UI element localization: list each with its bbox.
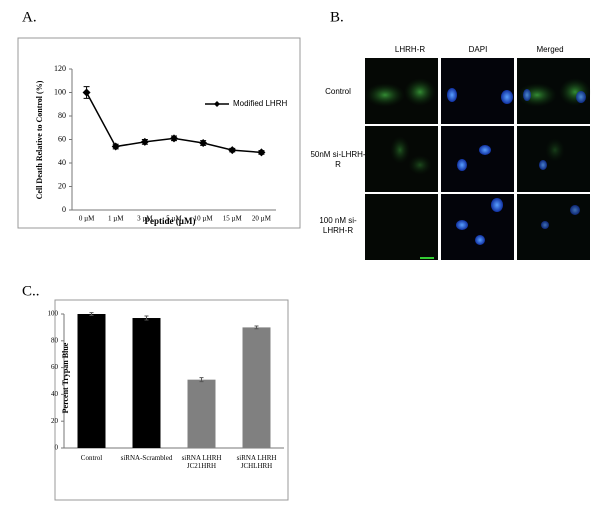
bar <box>242 327 271 448</box>
panel-label: B. <box>330 9 344 25</box>
column-header: DAPI <box>469 45 488 54</box>
y-tick-label: 100 <box>48 310 59 318</box>
bar <box>187 379 216 448</box>
data-point <box>199 139 208 148</box>
y-tick-label: 40 <box>58 158 66 167</box>
data-point <box>228 146 237 155</box>
legend-label: Modified LHRH <box>233 99 287 108</box>
x-tick-label: 20 µM <box>252 215 272 223</box>
error-bar <box>199 377 204 383</box>
x-tick-label: 1 µM <box>108 215 124 223</box>
row-label: Control <box>325 87 351 96</box>
x-tick-label: 3 µM <box>137 215 153 223</box>
panel-label: C.. <box>22 283 40 299</box>
x-tick-label: siRNA-Scrambled <box>120 454 173 462</box>
error-bar <box>144 315 149 321</box>
row-label: 50nM si-LHRH-R <box>310 150 366 169</box>
y-tick-label: 40 <box>51 390 59 398</box>
data-point <box>170 134 178 143</box>
y-tick-label: 80 <box>58 111 66 120</box>
y-tick-label: 20 <box>58 181 66 190</box>
chart-frame <box>54 299 289 501</box>
x-tick-label: 5 µM <box>166 215 182 223</box>
data-point <box>140 137 149 146</box>
x-tick-label: siRNA LHRH JCHLHRH <box>236 454 277 470</box>
column-header: Merged <box>536 45 563 54</box>
y-tick-label: 20 <box>51 417 59 425</box>
micrograph-grid <box>365 58 591 260</box>
y-tick-label: 100 <box>54 87 66 96</box>
x-tick-label: siRNA LHRH JC21HRH <box>181 454 222 470</box>
y-tick-label: 60 <box>51 363 59 371</box>
y-axis-label: Cell Death Relative to Control (%) <box>35 80 44 199</box>
x-tick-label: 0 µM <box>79 215 95 223</box>
data-point <box>111 142 120 151</box>
x-tick-label: Control <box>80 454 103 462</box>
chart-frame <box>17 37 301 229</box>
y-tick-label: 120 <box>54 64 66 73</box>
data-point <box>82 88 91 97</box>
legend-marker <box>214 101 220 107</box>
y-tick-label: 80 <box>51 336 59 344</box>
column-header: LHRH-R <box>395 45 425 54</box>
y-tick-label: 60 <box>58 134 66 143</box>
x-tick-label: 10 µM <box>194 215 214 223</box>
y-tick-label: 0 <box>62 205 66 214</box>
row-label: 100 nM si-LHRH-R <box>319 216 357 235</box>
y-tick-label: 0 <box>55 444 59 452</box>
error-bar <box>254 325 259 330</box>
x-axis-label: Peptide (µM) <box>145 216 196 226</box>
panel-label: A. <box>22 9 37 25</box>
y-axis-label: Percent Trypan Blue <box>61 342 70 413</box>
bar <box>77 314 106 448</box>
error-bar <box>89 312 94 316</box>
x-tick-label: 15 µM <box>223 215 243 223</box>
bar <box>132 318 161 448</box>
data-point <box>257 148 266 157</box>
